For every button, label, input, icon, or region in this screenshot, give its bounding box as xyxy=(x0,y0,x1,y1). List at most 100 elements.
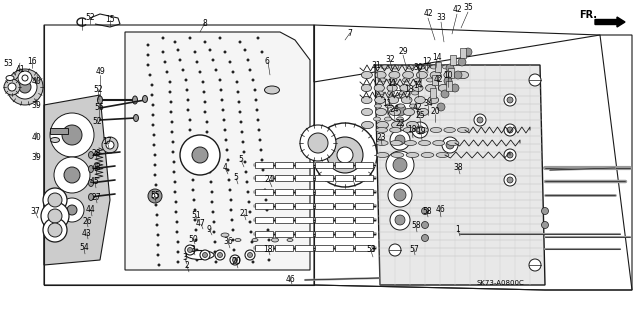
Bar xyxy=(315,162,333,168)
Ellipse shape xyxy=(186,250,214,259)
Circle shape xyxy=(194,51,196,53)
Ellipse shape xyxy=(387,85,397,92)
Circle shape xyxy=(268,249,270,251)
Bar xyxy=(446,81,452,91)
Circle shape xyxy=(196,61,198,63)
Ellipse shape xyxy=(417,108,429,115)
Circle shape xyxy=(254,89,256,91)
Ellipse shape xyxy=(444,71,455,78)
Circle shape xyxy=(504,174,516,186)
Ellipse shape xyxy=(389,108,401,115)
Ellipse shape xyxy=(399,91,406,95)
Circle shape xyxy=(203,91,205,93)
Circle shape xyxy=(60,198,84,222)
Bar xyxy=(255,162,273,168)
Circle shape xyxy=(267,229,269,231)
Circle shape xyxy=(224,51,226,53)
Text: 58: 58 xyxy=(411,221,421,231)
Bar xyxy=(355,189,373,195)
Circle shape xyxy=(219,37,221,39)
Ellipse shape xyxy=(419,65,426,69)
Ellipse shape xyxy=(88,166,93,173)
Bar xyxy=(275,162,293,168)
Circle shape xyxy=(227,169,229,171)
Ellipse shape xyxy=(406,152,419,158)
Ellipse shape xyxy=(400,85,410,92)
Ellipse shape xyxy=(403,78,410,82)
Text: 37: 37 xyxy=(30,207,40,217)
Circle shape xyxy=(389,244,401,256)
Ellipse shape xyxy=(374,85,385,92)
Circle shape xyxy=(241,131,243,133)
Polygon shape xyxy=(125,32,310,270)
Circle shape xyxy=(437,103,445,111)
Circle shape xyxy=(441,90,449,98)
FancyArrow shape xyxy=(595,17,625,27)
Circle shape xyxy=(18,71,32,85)
Ellipse shape xyxy=(88,152,93,159)
Text: 40: 40 xyxy=(32,77,42,85)
Circle shape xyxy=(171,131,173,133)
Circle shape xyxy=(220,89,222,91)
Circle shape xyxy=(245,171,247,173)
Circle shape xyxy=(504,149,516,161)
Circle shape xyxy=(4,79,20,95)
Bar xyxy=(315,245,333,251)
Bar xyxy=(435,62,441,72)
Circle shape xyxy=(174,191,176,193)
Ellipse shape xyxy=(376,140,388,145)
Circle shape xyxy=(233,259,236,261)
Circle shape xyxy=(226,149,228,151)
Circle shape xyxy=(64,167,80,183)
Ellipse shape xyxy=(362,122,374,129)
Circle shape xyxy=(327,137,363,173)
Circle shape xyxy=(148,189,162,203)
Circle shape xyxy=(507,177,513,183)
Circle shape xyxy=(157,254,159,256)
Ellipse shape xyxy=(375,71,386,78)
Circle shape xyxy=(158,264,160,266)
Circle shape xyxy=(154,174,156,176)
Circle shape xyxy=(166,71,168,73)
Circle shape xyxy=(231,219,233,221)
Ellipse shape xyxy=(235,239,241,241)
Circle shape xyxy=(233,249,236,251)
Circle shape xyxy=(214,251,216,253)
Circle shape xyxy=(262,169,264,171)
Bar xyxy=(255,189,273,195)
Text: 53: 53 xyxy=(3,58,13,68)
Circle shape xyxy=(174,181,176,183)
Circle shape xyxy=(507,127,513,133)
Circle shape xyxy=(149,74,151,76)
Circle shape xyxy=(193,199,195,201)
Circle shape xyxy=(394,104,406,116)
Bar xyxy=(255,175,273,181)
Ellipse shape xyxy=(362,85,372,92)
Circle shape xyxy=(200,250,210,260)
Text: 21: 21 xyxy=(239,210,249,219)
Text: 55: 55 xyxy=(150,191,160,201)
Circle shape xyxy=(48,209,62,223)
Circle shape xyxy=(451,84,459,92)
Circle shape xyxy=(444,77,452,85)
Circle shape xyxy=(255,99,257,101)
Text: 23: 23 xyxy=(376,132,386,142)
Circle shape xyxy=(212,59,214,61)
Circle shape xyxy=(170,101,172,103)
Circle shape xyxy=(177,251,179,253)
Circle shape xyxy=(229,189,231,191)
Circle shape xyxy=(191,159,193,161)
Ellipse shape xyxy=(376,108,387,115)
Circle shape xyxy=(162,51,164,53)
Ellipse shape xyxy=(390,128,401,132)
Ellipse shape xyxy=(287,239,293,241)
Text: 52: 52 xyxy=(93,85,103,93)
Bar xyxy=(355,217,373,223)
Circle shape xyxy=(388,183,412,207)
Ellipse shape xyxy=(381,65,389,69)
Circle shape xyxy=(192,179,194,181)
Circle shape xyxy=(242,141,244,143)
Bar xyxy=(335,203,353,209)
Bar xyxy=(295,231,313,237)
Circle shape xyxy=(192,189,194,191)
